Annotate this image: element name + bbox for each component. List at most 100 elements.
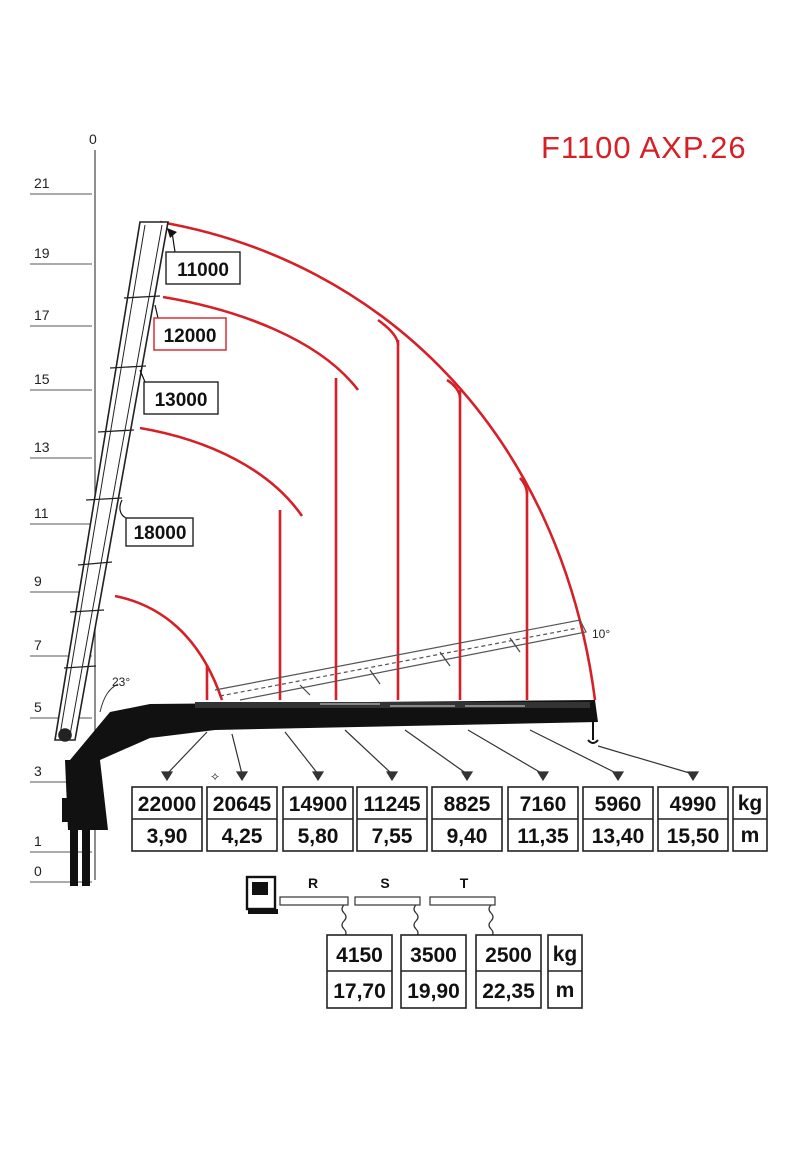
extension-capacity-column: 3500 19,90 — [400, 934, 467, 1009]
height-tick-label: 1 — [34, 833, 42, 849]
ext-capacity-kg-cell: 2500 — [485, 944, 532, 967]
capacity-kg-cell: 14900 — [289, 793, 347, 816]
extension-unit-column: kg m — [547, 934, 583, 1009]
marker-symbol: ✧ — [210, 770, 220, 784]
reach-m-cell: 11,35 — [517, 825, 569, 848]
crane-column — [62, 760, 108, 886]
height-tick-label: 17 — [34, 307, 50, 323]
pointer-arrow-head — [385, 771, 399, 782]
pointer-arrow-head — [235, 771, 249, 782]
pointer-arrow-line — [404, 729, 468, 775]
reach-m-cell: 5,80 — [298, 825, 339, 848]
height-tick-label: 13 — [34, 439, 50, 455]
curve-connector-1 — [377, 318, 400, 346]
capacity-kg-cell: 7160 — [520, 793, 567, 816]
reach-m-cell: 7,55 — [372, 825, 413, 848]
capacity-column: 8825 9,40 — [431, 786, 503, 852]
height-scale: 0 21 19 17 15 13 11 9 7 5 3 1 0 — [30, 131, 97, 883]
cab-icon — [245, 875, 278, 914]
svg-text:13000: 13000 — [155, 390, 208, 411]
capacity-column: 14900 5,80 — [282, 786, 354, 852]
envelope-curve-18000 — [114, 594, 224, 701]
svg-text:12000: 12000 — [164, 326, 217, 347]
load-label-12000: 12000 — [153, 304, 227, 351]
reach-m-cell: 4,25 — [222, 825, 263, 848]
capacity-kg-cell: 8825 — [444, 793, 491, 816]
capacity-column: 7160 11,35 — [507, 786, 579, 852]
capacity-kg-cell: 4990 — [670, 793, 717, 816]
svg-text:18000: 18000 — [134, 523, 187, 544]
angle-markers: 23° 10° — [99, 627, 610, 713]
ext-reach-m-cell: 19,90 — [407, 980, 460, 1003]
inclined-boom — [214, 619, 587, 701]
svg-text:11000: 11000 — [177, 260, 229, 281]
height-tick-label: 21 — [34, 175, 50, 191]
model-title: F1100 AXP.26 — [541, 130, 747, 165]
extension-label: T — [460, 875, 469, 891]
curve-connector-2 — [446, 378, 462, 399]
curve-connector-3 — [519, 477, 529, 495]
capacity-kg-cell: 11245 — [363, 793, 421, 816]
height-tick-label: 11 — [34, 505, 49, 521]
capacity-kg-cell: 5960 — [595, 793, 642, 816]
unit-m-label: m — [741, 824, 760, 847]
reach-envelopes — [114, 220, 597, 701]
unit-kg-label: kg — [738, 792, 763, 815]
pointer-arrow-line — [467, 729, 544, 775]
capacity-column: 4990 15,50 — [657, 786, 729, 852]
height-tick-label: 0 — [34, 863, 42, 879]
extension-capacity-column: 2500 22,35 — [475, 934, 542, 1009]
reach-m-cell: 3,90 — [147, 825, 188, 848]
envelope-load-labels: 11000 12000 13000 18000 — [119, 228, 241, 547]
reach-m-cell: 9,40 — [447, 825, 488, 848]
pointer-arrow-line — [344, 729, 393, 775]
pointer-arrow-head — [686, 771, 700, 782]
ext-capacity-kg-cell: 4150 — [336, 944, 383, 967]
extension-capacity-column: 4150 17,70 — [326, 934, 393, 1009]
height-axis-top-label: 0 — [89, 131, 97, 147]
capacity-kg-cell: 20645 — [213, 793, 272, 816]
pointer-arrow-head — [536, 771, 550, 782]
capacity-kg-cell: 22000 — [138, 793, 196, 816]
pointer-arrow-head — [311, 771, 325, 782]
pointer-arrow-line — [284, 731, 319, 775]
extension-label: R — [308, 875, 318, 891]
ext-reach-m-cell: 22,35 — [482, 980, 535, 1003]
extension-label: S — [380, 875, 389, 891]
raised-boom — [54, 221, 169, 742]
capacity-column: 20645 4,25 — [206, 786, 278, 852]
ext-reach-m-cell: 17,70 — [333, 980, 386, 1003]
jib-extensions: R S T — [245, 875, 496, 946]
envelope-curve-13000 — [139, 426, 304, 517]
pointer-arrow-head — [460, 771, 474, 782]
table-pointer-arrows — [160, 729, 700, 782]
capacity-column: 22000 3,90 — [131, 786, 203, 852]
horizontal-boom — [70, 700, 599, 760]
height-tick-label: 15 — [34, 371, 50, 387]
angle-lower-label: 23° — [112, 675, 130, 689]
load-label-13000: 13000 — [139, 369, 219, 415]
reach-m-cell: 13,40 — [592, 825, 645, 848]
pointer-arrow-line — [166, 731, 208, 775]
height-tick-label: 7 — [34, 637, 42, 653]
pointer-arrow-line — [529, 729, 619, 775]
height-tick-label: 9 — [34, 573, 42, 589]
height-tick-label: 3 — [34, 763, 42, 779]
height-ticks: 21 19 17 15 13 11 9 7 5 3 1 0 — [30, 175, 92, 883]
reach-m-cell: 15,50 — [667, 825, 720, 848]
height-tick-label: 19 — [34, 245, 50, 261]
height-tick-label: 5 — [34, 699, 42, 715]
angle-upper-label: 10° — [592, 627, 610, 641]
pointer-arrow-line — [597, 745, 694, 775]
load-label-11000: 11000 — [165, 228, 241, 285]
capacity-column: 11245 7,55 — [356, 786, 428, 852]
capacity-column: 5960 13,40 — [582, 786, 654, 852]
ext-unit-m-label: m — [556, 979, 575, 1002]
unit-column: kg m — [732, 786, 768, 852]
pointer-arrow-line — [231, 733, 243, 775]
pointer-arrow-head — [160, 771, 174, 782]
pointer-arrow-head — [611, 771, 625, 782]
main-capacity-table: 22000 3,90 20645 4,25 14900 5,80 11245 7,55 8825… — [131, 770, 768, 852]
load-label-18000: 18000 — [119, 499, 194, 547]
ext-unit-kg-label: kg — [553, 943, 578, 966]
